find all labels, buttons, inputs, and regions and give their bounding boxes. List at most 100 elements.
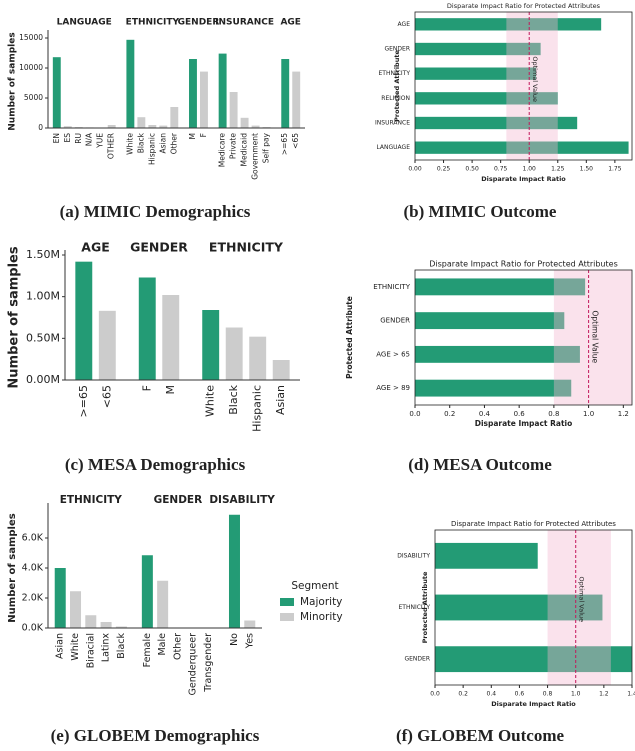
x-tick-label: 0.4	[487, 691, 497, 698]
bar	[100, 622, 112, 628]
y-tick-label: 0.0K	[22, 623, 44, 634]
x-tick-label: 0.6	[515, 691, 525, 698]
x-tick-label: <65	[291, 133, 300, 149]
bar	[85, 615, 97, 628]
bar	[70, 591, 82, 628]
y-tick-label: 15000	[19, 33, 43, 42]
y-tick-label: ETHNICITY	[378, 70, 410, 77]
x-tick-label: 0.2	[444, 410, 455, 418]
caption: (f) GLOBEM Outcome	[396, 726, 565, 745]
group-label: INSURANCE	[215, 18, 274, 28]
chart-title: Disparate Impact Ratio for Protected Att…	[429, 260, 617, 269]
x-tick-label: 0.00	[408, 166, 422, 173]
x-tick-label: Other	[172, 633, 183, 660]
x-tick-label: Self pay	[262, 132, 271, 163]
bar	[107, 125, 116, 128]
y-tick-label: 0	[38, 123, 43, 132]
chart-title: Disparate Impact Ratio for Protected Att…	[447, 2, 601, 10]
x-tick-label: Black	[227, 384, 240, 414]
y-tick-label: ETHNICITY	[398, 604, 430, 611]
y-tick-label: 1.50M	[26, 248, 60, 261]
y-tick-label: 4.0K	[22, 563, 44, 574]
y-axis-label: Protected Attribute	[393, 50, 401, 122]
x-tick-label: White	[125, 133, 134, 155]
caption: (b) MIMIC Outcome	[404, 202, 557, 221]
bar	[415, 18, 602, 31]
x-tick-label: Black	[136, 132, 145, 153]
bar	[229, 92, 238, 128]
y-axis-label: Protected Attribute	[421, 571, 429, 643]
y-tick-label: LANGUAGE	[376, 144, 410, 151]
x-tick-label: Black	[116, 633, 127, 659]
x-tick-label: >=65	[280, 133, 289, 155]
bar	[170, 107, 179, 128]
group-label: DISABILITY	[209, 494, 275, 506]
bar	[202, 310, 220, 380]
bar	[157, 580, 169, 628]
group-label: LANGUAGE	[57, 18, 112, 28]
plot-frame	[414, 269, 633, 406]
bar	[148, 125, 157, 128]
bar	[98, 310, 116, 380]
bar	[251, 125, 260, 128]
x-tick-label: 0.6	[514, 410, 526, 418]
bar	[141, 555, 153, 628]
x-tick-label: 0.75	[494, 166, 508, 173]
x-tick-label: Asian	[274, 385, 287, 415]
bar	[415, 92, 558, 105]
legend-label: Majority	[300, 596, 342, 608]
x-tick-label: Female	[142, 633, 153, 668]
bar	[63, 126, 72, 128]
x-tick-label: 0.8	[548, 410, 559, 418]
x-tick-label: F	[199, 133, 208, 137]
y-tick-label: AGE > 65	[376, 350, 410, 358]
bar	[415, 42, 541, 56]
bar	[159, 125, 168, 128]
x-tick-label: White	[70, 633, 81, 661]
bar	[415, 67, 537, 80]
y-tick-label: GENDER	[380, 317, 410, 325]
x-tick-label: ES	[63, 133, 72, 143]
x-tick-label: Hispanic	[251, 385, 264, 432]
y-tick-label: 0.50M	[26, 331, 60, 344]
x-tick-label: 1.0	[583, 410, 594, 418]
y-tick-label: ETHNICITY	[373, 283, 410, 291]
group-label: AGE	[280, 18, 301, 28]
x-tick-label: M	[188, 133, 197, 139]
bar	[415, 379, 572, 397]
bar	[115, 626, 127, 628]
y-tick-label: AGE	[398, 21, 411, 28]
x-tick-label: 0.0	[430, 691, 440, 698]
bar	[225, 327, 243, 380]
bar	[52, 57, 61, 129]
chart-title: Disparate Impact Ratio for Protected Att…	[451, 520, 616, 528]
bar	[244, 620, 256, 628]
y-tick-label: AGE > 89	[376, 384, 410, 392]
x-tick-label: 1.4	[627, 691, 635, 698]
y-tick-label: 6.0K	[22, 533, 44, 544]
x-tick-label: 0.2	[458, 691, 468, 698]
group-label: GENDER	[130, 240, 188, 255]
x-tick-label: Asian	[55, 633, 66, 659]
x-tick-label: Asian	[158, 133, 167, 154]
x-tick-label: 1.2	[618, 410, 629, 418]
bar	[126, 39, 135, 128]
x-tick-label: Biracial	[85, 633, 96, 668]
x-tick-label: EN	[52, 133, 61, 143]
legend-title: Segment	[291, 580, 338, 592]
x-axis-label: Disparate Impact Ratio	[481, 175, 566, 183]
y-tick-label: GENDER	[404, 656, 430, 663]
y-axis-label: Protected Attribute	[345, 296, 354, 379]
y-tick-label: 0.00M	[26, 373, 60, 386]
bar	[240, 117, 249, 128]
x-tick-label: 0.50	[465, 166, 479, 173]
group-label: AGE	[81, 240, 109, 255]
y-tick-label: 1.00M	[26, 290, 60, 303]
bar	[138, 277, 156, 380]
bar	[415, 345, 580, 363]
x-tick-label: 0.8	[543, 691, 553, 698]
bar	[281, 59, 290, 128]
y-axis-label: Number of samples	[7, 513, 18, 622]
caption: (c) MESA Demographics	[65, 455, 246, 474]
y-tick-label: 10000	[19, 63, 43, 72]
